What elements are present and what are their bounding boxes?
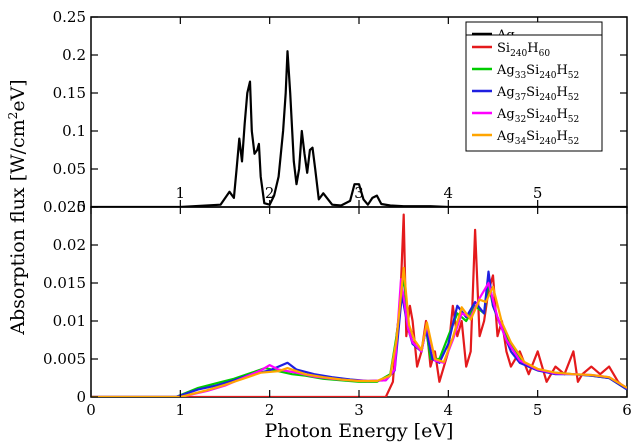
legend-entry-label: Ag33​Si240​H52​	[496, 63, 579, 81]
x-tick-label: 1	[176, 184, 186, 202]
y-tick-label: 0.005	[43, 350, 86, 368]
legend-entry-label: Ag37​Si240​H52​	[496, 85, 579, 103]
y-tick-label: 0.1	[62, 122, 86, 140]
legend-box	[465, 34, 603, 152]
legend-entry-label: Ag32​Si240​H52​	[496, 107, 579, 125]
series-line-bottom-4	[91, 266, 627, 397]
x-tick-label: 5	[533, 401, 543, 419]
x-tick-label: 4	[444, 401, 454, 419]
y-tick-label: 0.25	[53, 8, 86, 26]
x-tick-label: 6	[622, 401, 632, 419]
y-tick-label: 0.02	[53, 236, 86, 254]
series-line-bottom-3	[91, 278, 627, 397]
bottom-legend: Si240​H60​ Ag33​Si240​H52​ Ag37​Si240​H52​…	[465, 34, 603, 152]
x-axis-label: Photon Energy [eV]	[265, 420, 454, 442]
y-tick-label: 0	[76, 388, 86, 406]
x-tick-label: 0	[86, 401, 96, 419]
legend-entry-label: Ag34​Si240​H52​	[496, 129, 579, 147]
x-tick-label: 4	[444, 184, 454, 202]
y-tick-label: 0.2	[62, 46, 86, 64]
y-tick-label: 0	[76, 198, 86, 216]
series-line-top-0	[91, 50, 627, 207]
y-tick-label: 0.015	[43, 274, 86, 292]
y-tick-label: 0.01	[53, 312, 86, 330]
legend-entry-label: Si240​H60​	[497, 41, 550, 59]
y-tick-label: 0.05	[53, 160, 86, 178]
bottom-panel: 0 0.005 0.01 0.015 0.02 0.025 0 1 2 3 4 5 6 Si240​H…	[43, 34, 632, 419]
y-axis-label: Absorption flux [W/cm2eV]	[6, 79, 29, 335]
x-tick-label: 3	[354, 184, 364, 202]
bottom-plot-frame	[90, 206, 628, 398]
x-tick-label: 3	[354, 401, 364, 419]
y-tick-label: 0.025	[43, 198, 86, 216]
x-tick-label: 2	[265, 184, 275, 202]
x-tick-label: 1	[176, 401, 186, 419]
x-tick-label: 2	[265, 401, 275, 419]
y-tick-label: 0.15	[53, 84, 86, 102]
x-tick-label: 5	[533, 184, 543, 202]
series-line-bottom-0	[91, 213, 627, 397]
